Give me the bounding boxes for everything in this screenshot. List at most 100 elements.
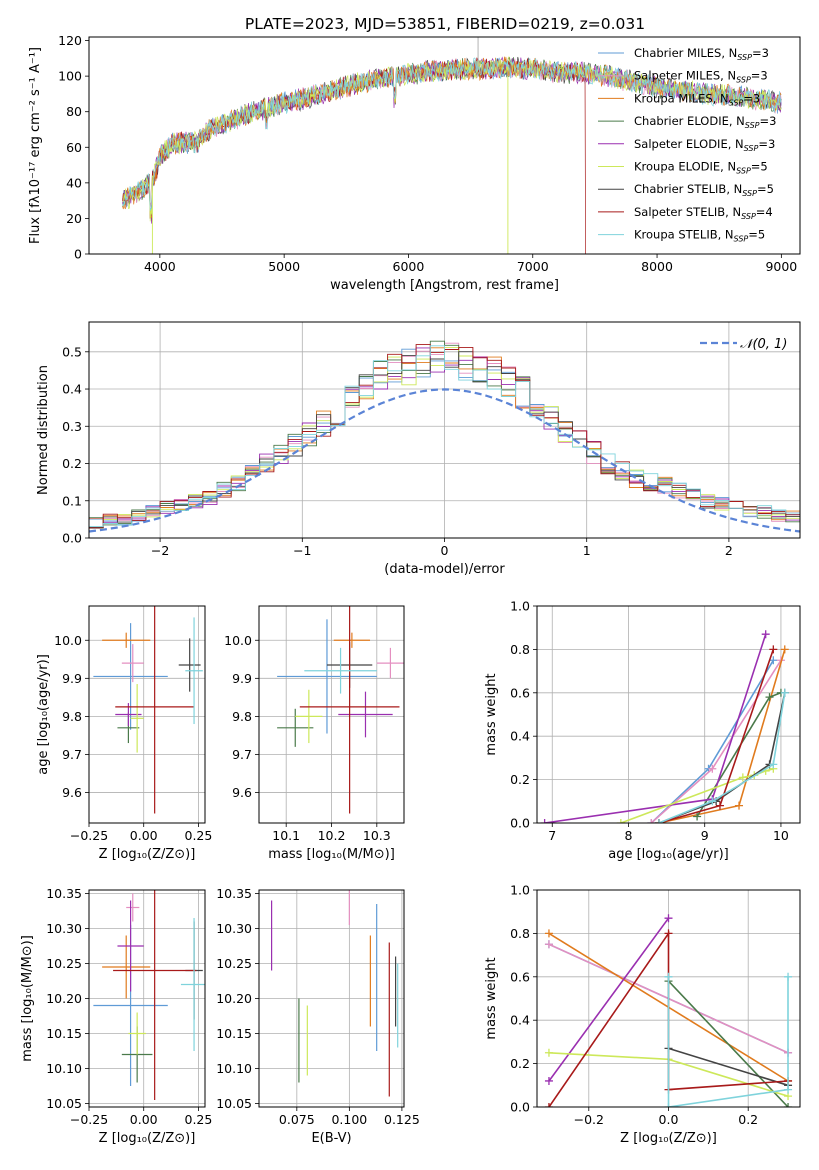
x-tick-label: 8000 — [641, 259, 673, 274]
errorbar-salpeter-miles — [121, 644, 144, 683]
y-tick-label: 10.15 — [216, 1026, 252, 1041]
weight-marker — [544, 929, 553, 938]
y-axis-label: mass weight — [484, 957, 499, 1039]
weight-line-chabrier-stelib — [668, 1047, 789, 1087]
y-tick-label: 0.2 — [510, 1056, 530, 1071]
weight-marker — [664, 914, 673, 923]
y-tick-label: 10.15 — [46, 1026, 82, 1041]
weight-line-kroupa-stelib — [658, 692, 786, 823]
histogram-kroupa-miles — [89, 347, 800, 526]
x-axis-label: Z [log₁₀(Z/Z⊙)] — [99, 1131, 196, 1146]
weight-marker — [765, 693, 774, 702]
y-tick-label: 0.2 — [510, 772, 530, 787]
axes-frame — [88, 36, 801, 255]
x-tick-label: 0.125 — [384, 1112, 420, 1127]
errorbar-kroupa-stelib — [180, 918, 205, 1051]
errorbar-salpeter-elodie — [338, 691, 393, 738]
x-tick-label: −0.25 — [70, 828, 108, 843]
weight-marker — [544, 1076, 553, 1085]
y-tick-label: 80 — [66, 104, 82, 119]
y-tick-label: 10.0 — [54, 633, 82, 648]
y-tick-label: 10.0 — [224, 633, 252, 648]
spectrum-lines — [122, 37, 782, 254]
x-tick-label: 10 — [773, 828, 789, 843]
legend-entry: Chabrier STELIB, NSSP=5 — [634, 182, 774, 198]
errorbar-kroupa-miles — [333, 632, 371, 648]
y-tick-label: 9.8 — [62, 709, 82, 724]
panels: 4000 5000 6000 7000 8000 9000020406080100120w… — [20, 33, 801, 1146]
weight-line-chabrier-elodie — [667, 980, 789, 1107]
errorbar-salpeter-miles — [126, 893, 140, 922]
errorbar-salpeter-elodie — [117, 900, 144, 992]
x-tick-label: 0.2 — [738, 1112, 758, 1127]
x-tick-label: 10.3 — [363, 828, 391, 843]
mass-vs-ebv-panel: 0.075 0.100 0.125 10.05 10.10 10.15 10.20 10.25… — [216, 886, 420, 1146]
errorbar-salpeter-miles — [376, 647, 404, 679]
residuals-panel: −2 −1 0 1 2 0.0 0.1 0.2 0.3 0.4 0.5 (data-model)/er… — [36, 321, 801, 577]
y-tick-label: 9.6 — [62, 785, 82, 800]
x-tick-label: 1 — [583, 543, 591, 558]
weight-lines — [544, 914, 793, 1107]
histogram-kroupa-elodie — [89, 346, 800, 529]
x-tick-label: −1 — [293, 543, 311, 558]
histogram-kroupa-stelib — [89, 345, 800, 528]
x-tick-label: −0.25 — [70, 1112, 108, 1127]
y-tick-label: 100 — [58, 69, 82, 84]
y-tick-label: 0.3 — [62, 419, 82, 434]
weight-marker — [616, 819, 625, 823]
y-tick-label: 0.4 — [510, 1013, 530, 1028]
x-tick-label: 9000 — [765, 259, 797, 274]
mass-vs-Z-panel: −0.25 0.00 0.25 10.05 10.10 10.15 10.20 10.25 10… — [20, 886, 213, 1146]
errorbar-kroupa-miles — [102, 935, 151, 999]
errorbars — [271, 890, 399, 1097]
weight-marker — [715, 801, 724, 810]
errorbars — [277, 606, 404, 814]
x-tick-label: 0.075 — [279, 1112, 315, 1127]
age-vs-Z-panel: −0.25 0.00 0.25 9.6 9.7 9.8 9.9 10.0 Z [log₁₀(Z/… — [36, 605, 213, 862]
x-tick-label: 0.00 — [130, 1112, 158, 1127]
legend-entry: Salpeter ELODIE, NSSP=3 — [634, 137, 775, 153]
weight-marker — [664, 1103, 673, 1107]
legend-entry: Kroupa STELIB, NSSP=5 — [634, 228, 765, 244]
y-tick-label: 0.6 — [510, 969, 530, 984]
errorbar-salpeter-stelib — [113, 890, 197, 1100]
errorbar-chabrier-stelib — [178, 638, 201, 692]
x-tick-label: 5000 — [268, 259, 300, 274]
y-tick-label: 0.2 — [62, 456, 82, 471]
x-tick-label: −0.2 — [574, 1112, 604, 1127]
x-tick-label: 0.100 — [331, 1112, 367, 1127]
y-tick-label: 10.35 — [216, 886, 252, 901]
weight-marker — [780, 688, 789, 697]
x-tick-label: 0.25 — [185, 1112, 213, 1127]
y-tick-label: 10.20 — [216, 991, 252, 1006]
spectrum-legend: Chabrier MILES, NSSP=3 Salpeter MILES, NS… — [598, 46, 776, 244]
legend-entry: Kroupa MILES, NSSP=3 — [634, 91, 760, 107]
x-axis-label: age [log₁₀(age/yr)] — [608, 847, 729, 862]
figure-title: PLATE=2023, MJD=53851, FIBERID=0219, z=0… — [245, 15, 645, 33]
y-tick-label: 0.8 — [510, 926, 530, 941]
legend-entry: Salpeter MILES, NSSP=3 — [634, 69, 768, 85]
x-tick-label: 0.25 — [185, 828, 213, 843]
errorbar-kroupa-stelib — [304, 647, 377, 694]
legend-entry: Chabrier MILES, NSSP=3 — [634, 46, 769, 62]
errorbar-chabrier-miles — [277, 619, 377, 734]
errorbars — [93, 890, 205, 1100]
weight-marker — [761, 630, 770, 639]
y-tick-label: 10.05 — [216, 1096, 252, 1111]
histograms — [89, 340, 800, 533]
weight-marker — [540, 819, 549, 823]
errorbar-salpeter-stelib — [115, 606, 195, 814]
errorbar-chabrier-miles — [93, 623, 168, 730]
weight-marker — [544, 1048, 553, 1057]
legend-entry: Salpeter STELIB, NSSP=4 — [634, 205, 773, 221]
weight-marker — [784, 972, 793, 981]
y-tick-label: 10.05 — [46, 1096, 82, 1111]
x-tick-label: 0 — [441, 543, 449, 558]
x-tick-label: 10.1 — [272, 828, 300, 843]
axes-frame — [536, 605, 801, 824]
y-tick-label: 10.10 — [46, 1061, 82, 1076]
weight-marker — [654, 819, 663, 823]
weight-lines — [540, 630, 789, 823]
y-tick-label: 0.4 — [510, 729, 530, 744]
